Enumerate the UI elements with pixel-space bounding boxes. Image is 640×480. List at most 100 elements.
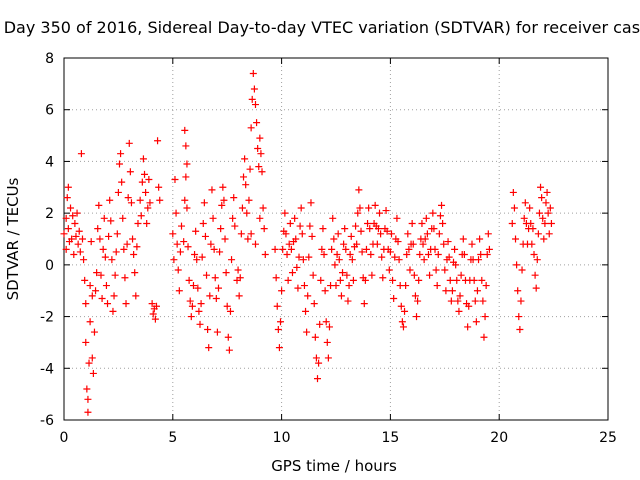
- data-point: [389, 276, 397, 284]
- data-point: [311, 333, 319, 341]
- data-point: [87, 238, 95, 246]
- data-point: [411, 292, 419, 300]
- data-point: [187, 313, 195, 321]
- data-point: [260, 225, 268, 233]
- data-point: [96, 235, 104, 243]
- data-point: [298, 230, 306, 238]
- data-point: [438, 201, 446, 209]
- data-point: [291, 214, 299, 222]
- data-point: [479, 297, 487, 305]
- data-point: [272, 274, 280, 282]
- data-point: [340, 240, 348, 248]
- data-point: [132, 292, 140, 300]
- data-point: [145, 176, 153, 184]
- data-point: [468, 240, 476, 248]
- data-point: [249, 70, 257, 78]
- data-point: [274, 326, 282, 333]
- data-point: [273, 302, 281, 310]
- data-point: [125, 139, 133, 147]
- data-point: [307, 199, 315, 207]
- data-point: [361, 276, 369, 284]
- data-point: [122, 300, 130, 308]
- data-point: [206, 292, 214, 300]
- data-point: [459, 235, 467, 243]
- data-point: [426, 271, 434, 279]
- data-point: [64, 183, 72, 191]
- data-point: [294, 284, 302, 292]
- data-point: [335, 256, 343, 264]
- data-point: [172, 209, 180, 217]
- data-point: [316, 320, 324, 328]
- data-point: [101, 253, 109, 261]
- data-point: [80, 256, 88, 264]
- data-point: [131, 269, 139, 277]
- data-point: [374, 225, 382, 233]
- data-point: [403, 251, 411, 259]
- data-point: [238, 204, 246, 212]
- data-point: [415, 276, 423, 284]
- data-point: [275, 344, 283, 352]
- data-point: [271, 245, 279, 253]
- data-point: [416, 251, 424, 259]
- data-point: [284, 276, 292, 284]
- data-point: [295, 253, 303, 261]
- data-point: [406, 266, 414, 274]
- data-point: [521, 199, 529, 207]
- data-point: [509, 188, 517, 196]
- data-point: [155, 183, 163, 191]
- x-tick-label: 20: [490, 430, 508, 446]
- data-point: [528, 240, 536, 248]
- data-point: [475, 256, 483, 264]
- data-point: [139, 155, 147, 163]
- data-point: [398, 318, 406, 326]
- data-point: [445, 253, 453, 261]
- data-point: [379, 274, 387, 282]
- data-point: [253, 119, 261, 127]
- data-point: [481, 313, 489, 321]
- data-point: [421, 235, 429, 243]
- data-point: [347, 232, 355, 240]
- y-tick-label: 6: [45, 103, 54, 119]
- plot-frame: [63, 57, 609, 421]
- data-point: [526, 204, 534, 212]
- data-point: [174, 266, 182, 274]
- data-point: [149, 310, 157, 318]
- data-point: [546, 204, 554, 212]
- data-point: [408, 219, 416, 227]
- data-point: [211, 274, 219, 282]
- data-point: [82, 338, 90, 346]
- data-point: [143, 219, 151, 227]
- data-point: [472, 318, 480, 326]
- data-point: [514, 287, 522, 295]
- data-point: [531, 271, 539, 279]
- data-point: [81, 276, 89, 284]
- data-point: [209, 214, 217, 222]
- data-point: [535, 209, 543, 217]
- data-point: [319, 225, 327, 233]
- y-tick-label: 2: [45, 206, 54, 222]
- data-point: [73, 209, 81, 217]
- data-point: [342, 245, 350, 253]
- data-point: [277, 318, 285, 326]
- data-point: [199, 219, 207, 227]
- data-point: [383, 227, 391, 235]
- data-point: [89, 369, 97, 377]
- data-point: [433, 282, 441, 290]
- data-point: [152, 302, 160, 310]
- data-point: [317, 276, 325, 284]
- data-point: [99, 245, 107, 253]
- data-point: [127, 199, 135, 207]
- data-point: [314, 375, 322, 383]
- data-point: [282, 230, 290, 238]
- data-point: [478, 276, 486, 284]
- data-point: [112, 248, 120, 256]
- data-point: [527, 219, 535, 227]
- data-point: [218, 201, 226, 209]
- data-point: [414, 297, 422, 305]
- data-point: [181, 126, 189, 134]
- data-point: [394, 238, 402, 246]
- data-point: [477, 251, 485, 259]
- data-point: [247, 124, 255, 132]
- data-point: [348, 256, 356, 264]
